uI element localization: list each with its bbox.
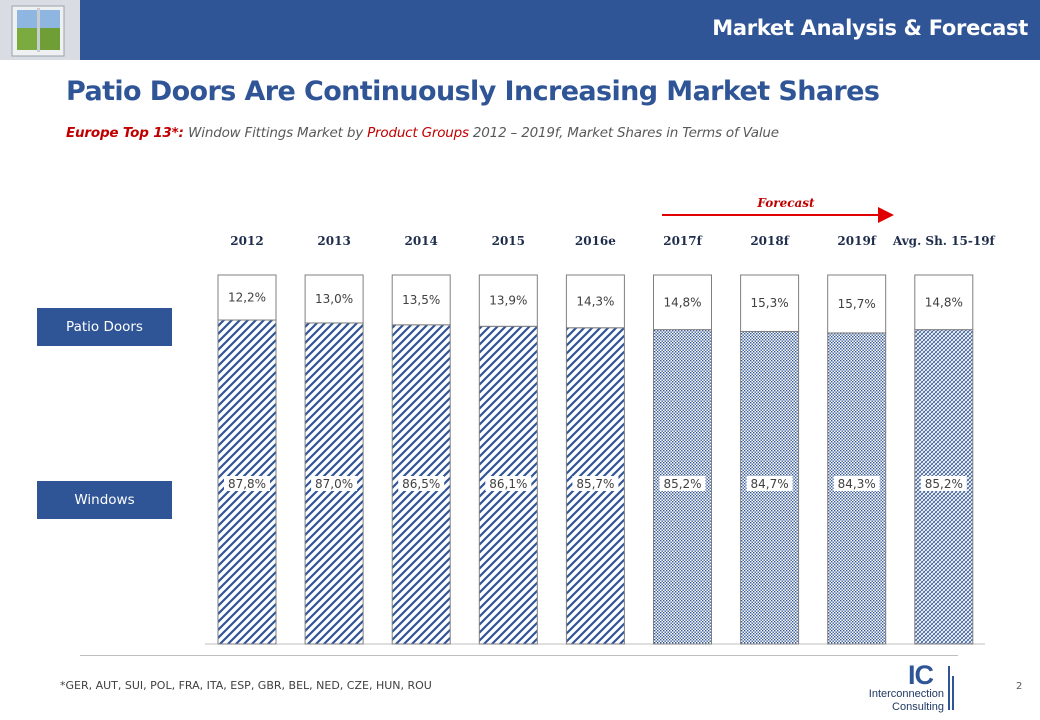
category-label: 2017f [663, 234, 702, 248]
forecast-label: Forecast [756, 196, 815, 210]
page-title: Patio Doors Are Continuously Increasing … [66, 76, 880, 107]
category-label: 2018f [750, 234, 789, 248]
logo-bars [948, 666, 954, 710]
bar-patio-2017f [653, 274, 712, 331]
category-label: 2012 [230, 234, 263, 248]
subtitle-groups: Product Groups [367, 125, 469, 141]
patio-value-label: 15,3% [751, 296, 789, 310]
bar-patio-2016e [565, 274, 625, 329]
patio-value-label: 13,0% [315, 292, 353, 306]
windows-label-bg [572, 476, 619, 491]
bar-patio-2014 [391, 274, 451, 326]
category-label: 2015 [492, 234, 525, 248]
windows-value-label: 85,7% [576, 477, 614, 491]
windows-value-label: 86,5% [402, 477, 440, 491]
windows-label-bg [659, 476, 706, 491]
windows-label-bg [224, 476, 270, 491]
category-label: 2013 [317, 234, 350, 248]
windows-label-bg [398, 476, 445, 491]
patio-value-label: 14,8% [925, 295, 963, 309]
windows-label-bg [746, 476, 793, 491]
patio-value-label: 15,7% [838, 297, 876, 311]
chart-subtitle: Europe Top 13*: Window Fittings Market b… [66, 125, 779, 141]
windows-label: Windows [37, 481, 172, 519]
page-number: 2 [1016, 681, 1023, 692]
patio-value-label: 14,8% [663, 295, 701, 309]
patio-value-label: 14,3% [576, 294, 614, 308]
windows-value-label: 86,1% [489, 477, 527, 491]
logo-line-1: Interconnection [868, 688, 944, 700]
patio-value-label: 13,9% [489, 294, 527, 308]
bar-patio-2019f [827, 274, 887, 334]
header-title: Market Analysis & Forecast [712, 16, 1028, 40]
footnote: *GER, AUT, SUI, POL, FRA, ITA, ESP, GBR,… [60, 679, 432, 692]
windows-label-bg [920, 476, 967, 491]
windows-value-label: 85,2% [663, 477, 701, 491]
bar-patio-2012 [217, 274, 277, 321]
logo-mark: IC [908, 660, 934, 690]
interconnection-logo: IC Interconnection Consulting [866, 660, 958, 716]
header-bar [0, 0, 1040, 60]
windows-value-label: 87,0% [315, 477, 353, 491]
windows-label-bg [311, 476, 358, 491]
patio-doors-label: Patio Doors [37, 308, 172, 346]
category-label: 2019f [837, 234, 876, 248]
footer-divider [80, 655, 958, 656]
windows-value-label: 84,7% [751, 477, 789, 491]
windows-value-label: 84,3% [838, 477, 876, 491]
windows-label-bg [485, 476, 532, 491]
windows-label-bg [833, 476, 880, 491]
windows-value-label: 87,8% [228, 477, 266, 491]
windows-value-label: 85,2% [925, 477, 963, 491]
subtitle-region: Europe Top 13*: [66, 125, 189, 141]
category-label: 2016e [575, 234, 616, 248]
bar-patio-2015 [478, 274, 538, 327]
category-label: 2014 [404, 234, 437, 248]
logo-line-2: Consulting [892, 701, 944, 713]
patio-value-label: 13,5% [402, 293, 440, 307]
bar-patio-2013 [304, 274, 364, 324]
patio-value-label: 12,2% [228, 291, 266, 305]
window-photo [0, 0, 80, 60]
bar-patio-Avg. Sh. 15-19f [914, 274, 974, 331]
subtitle-market: Window Fittings Market by [188, 125, 368, 141]
bar-patio-2018f [740, 274, 800, 332]
category-label: Avg. Sh. 15-19f [892, 234, 996, 248]
subtitle-period: 2012 – 2019f, Market Shares in Terms of … [468, 125, 779, 141]
